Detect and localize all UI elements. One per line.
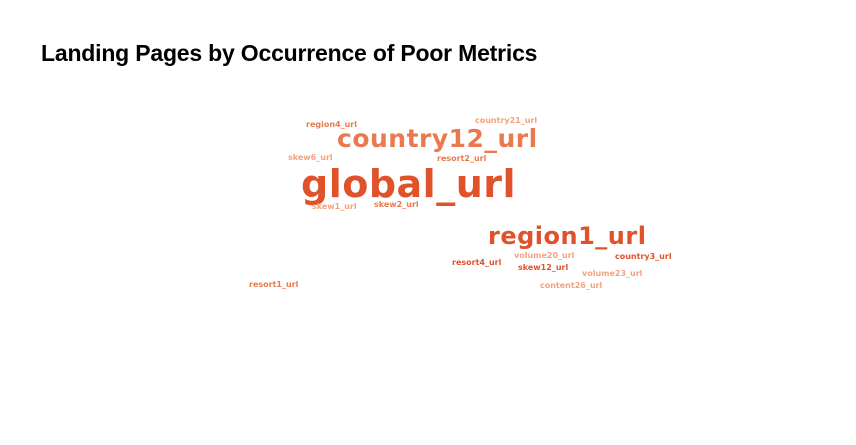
word-region1-url: region1_url	[488, 222, 647, 250]
word-skew1-url: skew1_url	[312, 202, 357, 211]
word-country12-url: country12_url	[337, 124, 538, 153]
word-volume20-url: volume20_url	[514, 251, 575, 260]
word-skew6-url: skew6_url	[288, 153, 333, 162]
word-resort2-url: resort2_url	[437, 154, 487, 163]
word-global-url: global_url	[301, 162, 517, 206]
word-volume23-url: volume23_url	[582, 269, 643, 278]
word-resort1-url: resort1_url	[249, 280, 299, 289]
word-skew12-url: skew12_url	[518, 263, 569, 272]
word-country21-url: country21_url	[475, 116, 538, 125]
slide-title: Landing Pages by Occurrence of Poor Metr…	[41, 40, 538, 66]
word-region4-url: region4_url	[306, 120, 357, 129]
word-skew2-url: skew2_url	[374, 200, 419, 209]
word-content26-url: content26_url	[540, 281, 603, 290]
word-country3-url: country3_url	[615, 252, 672, 261]
word-resort4-url: resort4_url	[452, 258, 502, 267]
